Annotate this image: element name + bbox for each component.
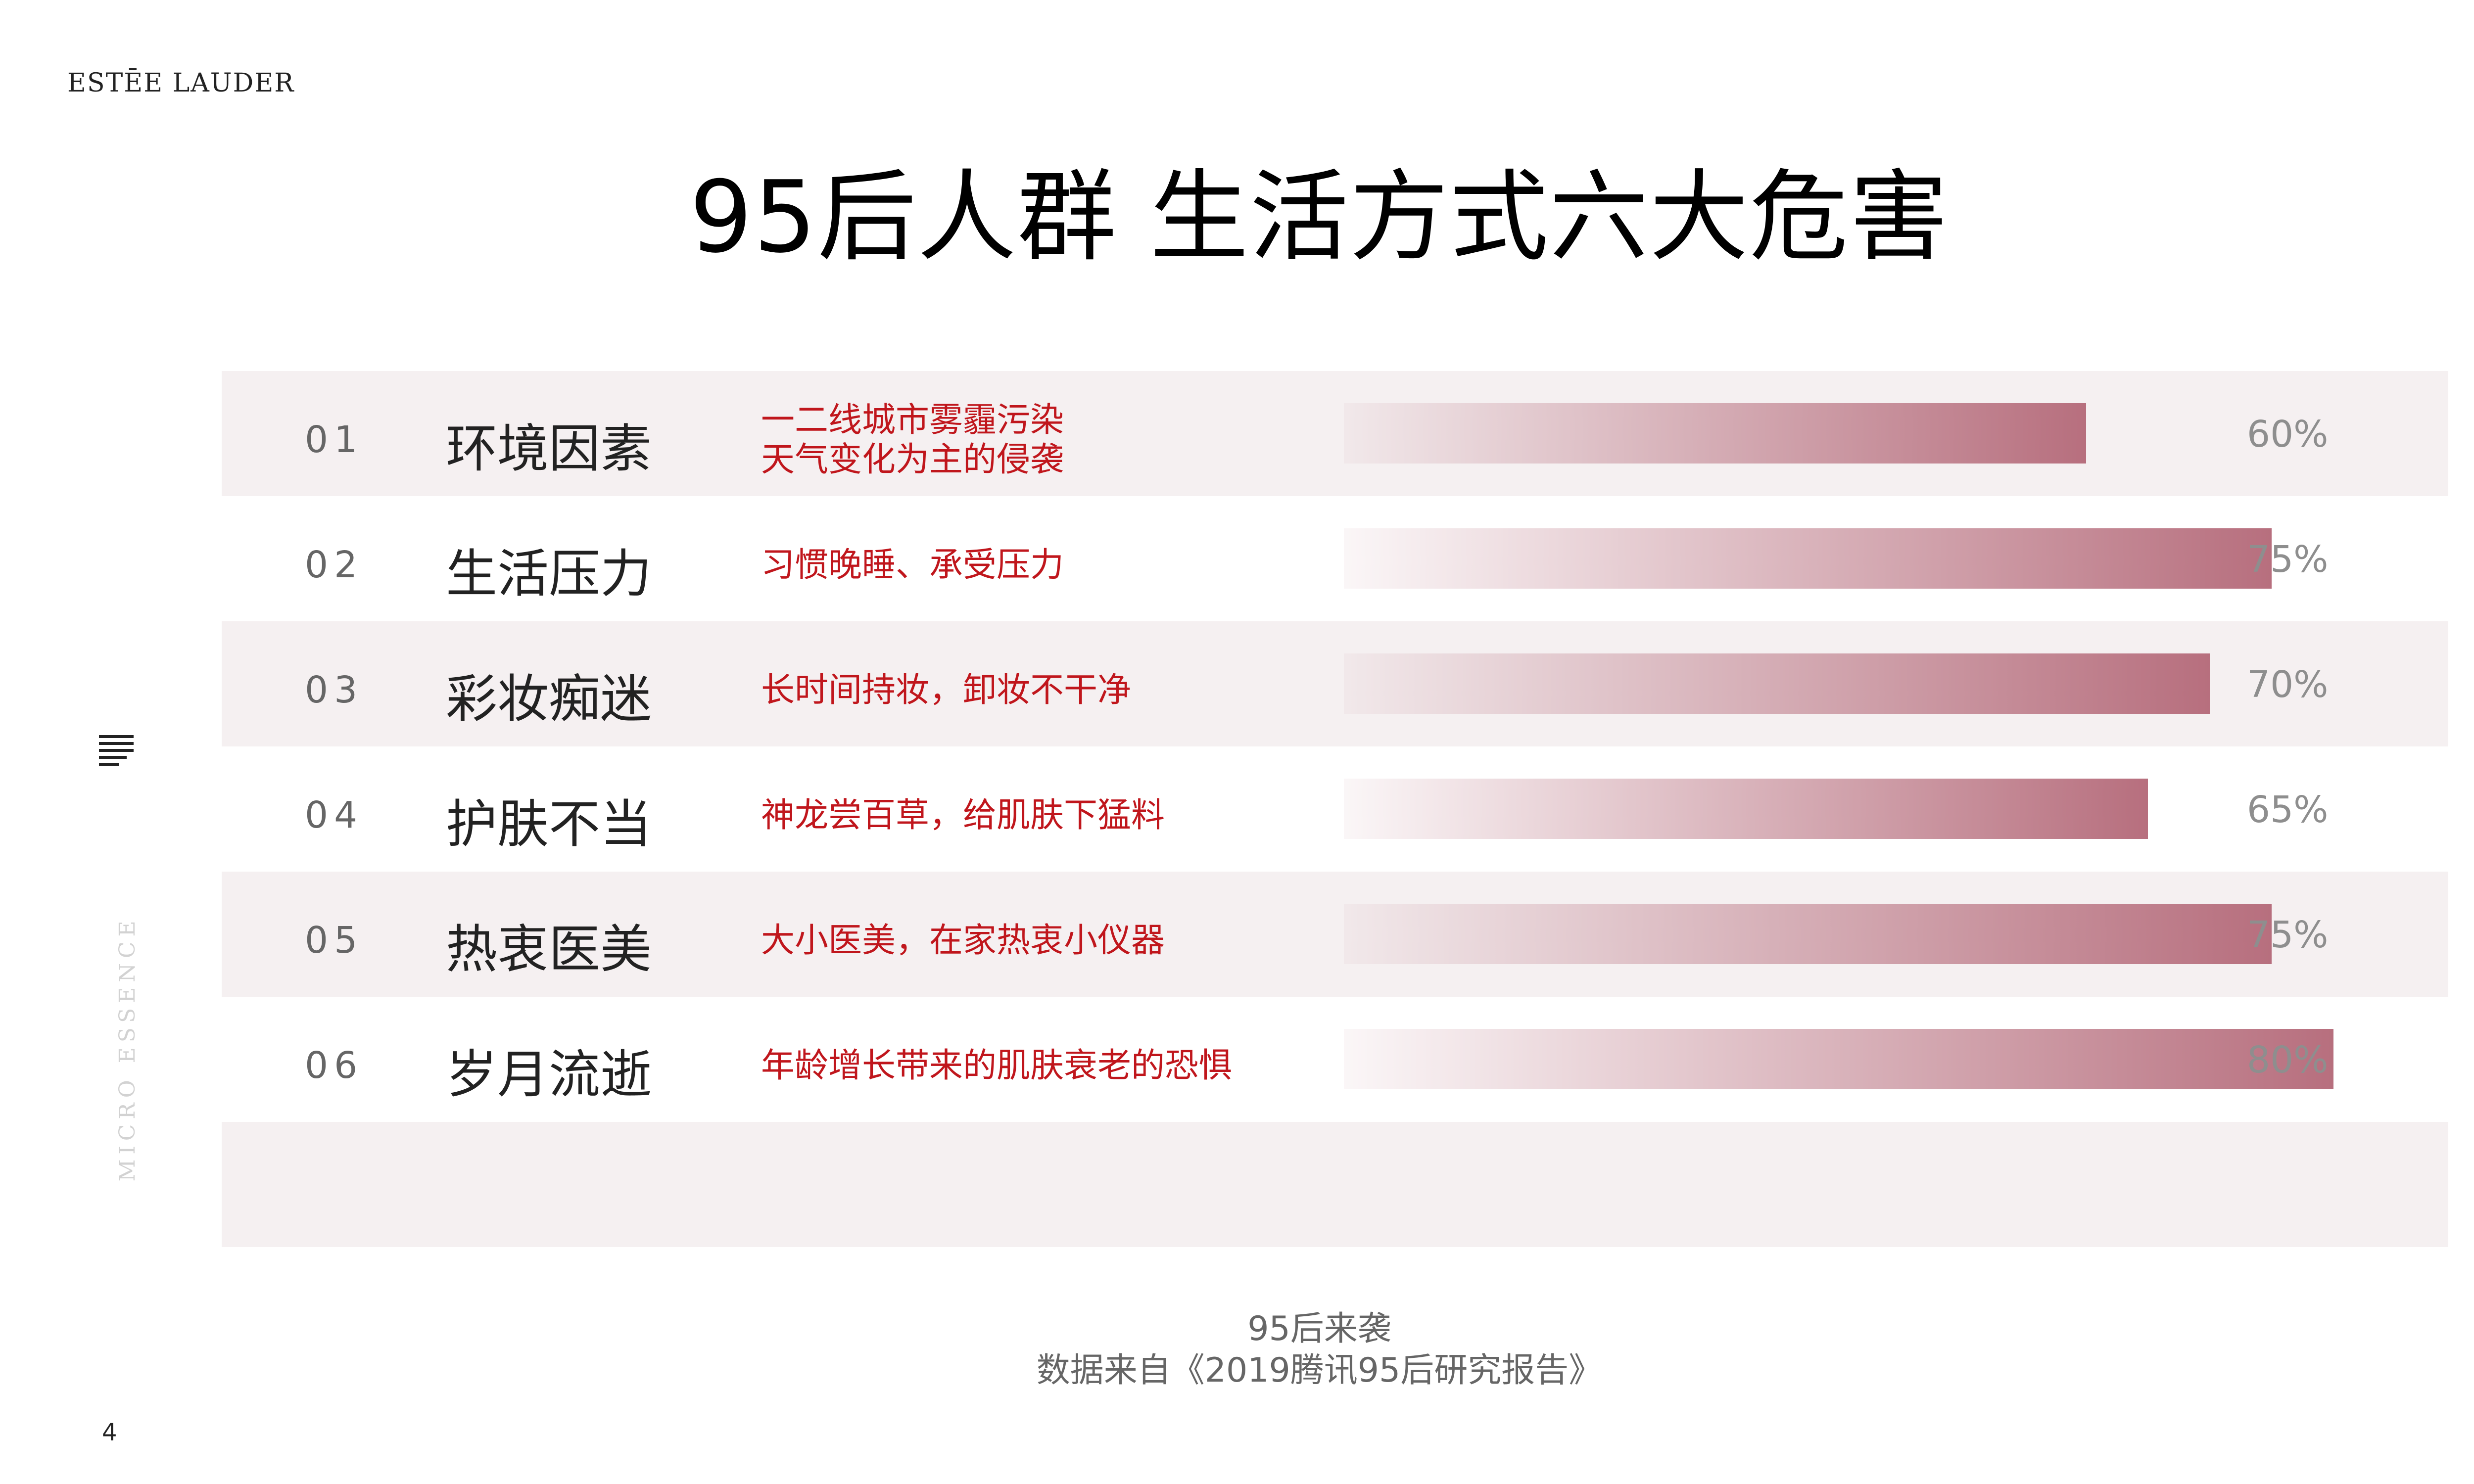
category-label: 彩妆痴迷 <box>446 669 652 729</box>
side-vertical-text: MICRO ESSENCE <box>115 916 140 1182</box>
category-description: 神龙尝百草，给肌肤下猛料 <box>761 796 1165 835</box>
category-label: 热衷医美 <box>446 919 652 979</box>
chart-row: 05 热衷医美 大小医美，在家热衷小仪器 75% <box>222 872 2448 997</box>
chart-row: 06 岁月流逝 年龄增长带来的肌肤衰老的恐惧 80% <box>222 997 2448 1122</box>
chart-row: 02 生活压力 习惯晚睡、承受压力 75% <box>222 496 2448 621</box>
value-label: 75% <box>2247 538 2329 581</box>
chart-row: 04 护肤不当 神龙尝百草，给肌肤下猛料 65% <box>222 746 2448 872</box>
source-footer: 95后来袭 数据来自《2019腾讯95后研究报告》 <box>0 1308 2474 1391</box>
description-line: 天气变化为主的侵袭 <box>761 440 1064 479</box>
value-bar <box>1344 1029 2333 1089</box>
page-title: 95后人群 生活方式六大危害 <box>689 160 1950 275</box>
category-label: 环境因素 <box>446 418 652 479</box>
value-label: 75% <box>2247 914 2329 956</box>
description-line: 一二线城市雾霾污染 <box>761 401 1064 440</box>
category-description: 习惯晚睡、承受压力 <box>761 546 1064 585</box>
value-label: 65% <box>2247 788 2329 831</box>
hazard-chart: 01 环境因素 一二线城市雾霾污染 天气变化为主的侵袭 60% 02 生活压力 习惯晚睡、承受… <box>222 371 2448 1247</box>
chart-row: 03 彩妆痴迷 长时间持妆，卸妆不干净 70% <box>222 621 2448 746</box>
brand-logo: ESTĒE LAUDER <box>67 68 295 98</box>
category-description: 长时间持妆，卸妆不干净 <box>761 671 1131 710</box>
row-number: 05 <box>305 919 364 962</box>
row-number: 02 <box>305 544 364 586</box>
footer-line-2: 数据来自《2019腾讯95后研究报告》 <box>1036 1351 1603 1390</box>
value-bar <box>1344 403 2086 464</box>
description-line: 年龄增长带来的肌肤衰老的恐惧 <box>761 1046 1233 1085</box>
value-bar <box>1344 528 2272 589</box>
chart-empty-row <box>222 1122 2448 1247</box>
category-description: 年龄增长带来的肌肤衰老的恐惧 <box>761 1046 1232 1086</box>
value-bar <box>1344 904 2272 964</box>
category-label: 生活压力 <box>446 544 652 604</box>
row-number: 01 <box>305 418 364 461</box>
description-line: 长时间持妆，卸妆不干净 <box>761 671 1132 710</box>
menu-lines-icon[interactable] <box>99 732 134 767</box>
value-label: 70% <box>2247 663 2329 706</box>
row-number: 03 <box>305 669 364 711</box>
category-label: 护肤不当 <box>446 794 652 854</box>
value-label: 60% <box>2247 413 2329 456</box>
description-line: 习惯晚睡、承受压力 <box>761 546 1064 585</box>
category-description: 大小医美，在家热衷小仪器 <box>761 921 1165 961</box>
value-bar <box>1344 779 2148 839</box>
footer-line-1: 95后来袭 <box>1247 1309 1391 1348</box>
page-number: 4 <box>102 1419 117 1446</box>
row-number: 06 <box>305 1044 364 1087</box>
category-label: 岁月流逝 <box>446 1044 652 1105</box>
row-number: 04 <box>305 794 364 836</box>
value-bar <box>1344 653 2210 714</box>
description-line: 神龙尝百草，给肌肤下猛料 <box>761 796 1165 835</box>
chart-row: 01 环境因素 一二线城市雾霾污染 天气变化为主的侵袭 60% <box>222 371 2448 496</box>
value-label: 80% <box>2247 1039 2329 1081</box>
description-line: 大小医美，在家热衷小仪器 <box>761 921 1165 960</box>
category-description: 一二线城市雾霾污染 天气变化为主的侵袭 <box>761 401 1064 480</box>
